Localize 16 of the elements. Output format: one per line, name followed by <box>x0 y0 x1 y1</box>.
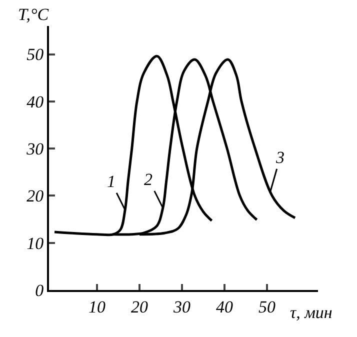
annotation: 3 <box>275 148 284 167</box>
x-tick-label: 30 <box>172 297 192 316</box>
y-tick-label: 30 <box>26 140 44 159</box>
x-tick-label: 10 <box>88 297 106 316</box>
annotation: 2 <box>144 170 153 189</box>
x-tick-label: 50 <box>258 297 276 316</box>
x-tick-label: 40 <box>216 297 234 316</box>
x-tick-label: 20 <box>131 297 149 316</box>
x-axis-title: τ, мин <box>290 303 332 322</box>
y-axis-title: T,°C <box>18 5 50 24</box>
y-tick-label: 50 <box>26 45 44 64</box>
y-tick-label: 40 <box>26 92 44 112</box>
annotation: 1 <box>107 172 116 191</box>
y-tick-label: 20 <box>26 186 44 206</box>
y-tick-label: 10 <box>26 234 44 253</box>
y-tick-label: 0 <box>35 280 44 300</box>
